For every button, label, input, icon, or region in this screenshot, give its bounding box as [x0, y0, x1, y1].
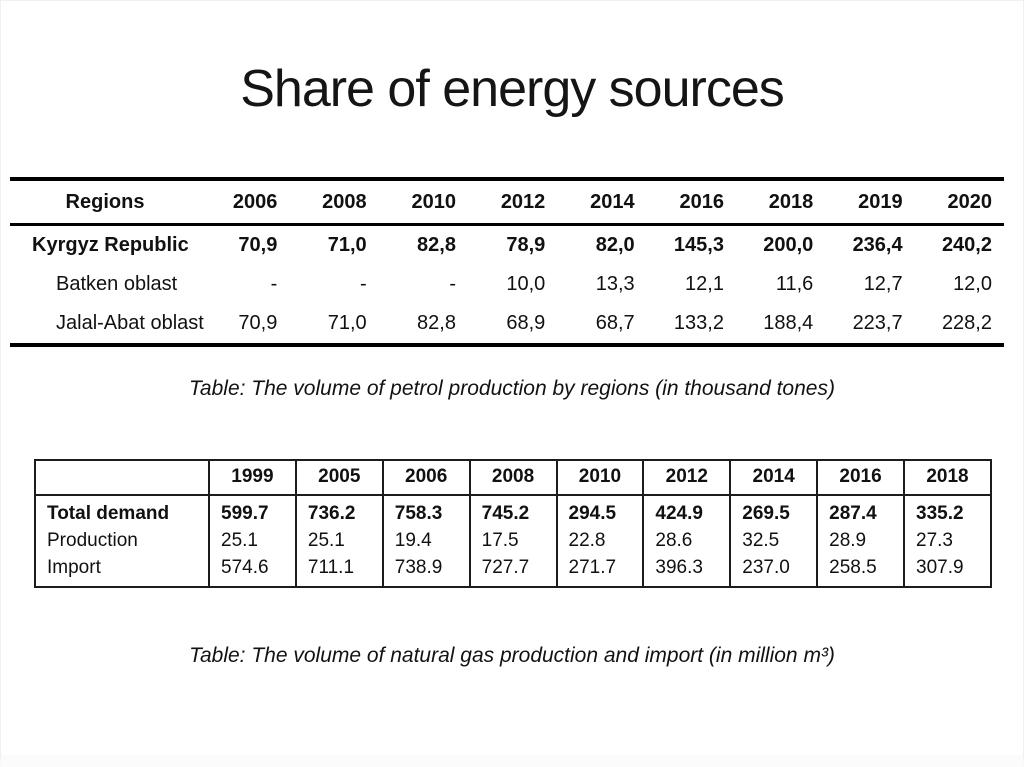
value-cell: 68,9: [506, 312, 546, 334]
natural-gas-table: 1999 2005 2006 2008 2010 2012 2014 2016 2018 Tot…: [34, 459, 992, 588]
table-row: Jalal-Abat oblast 70,9 71,0 82,8 68,9 68,7 133…: [10, 304, 1004, 345]
value-cell: 13,3: [595, 273, 635, 295]
table-row: Kyrgyz Republic 70,9 71,0 82,8 78,9 82,0 145,3…: [10, 225, 1004, 266]
value-cell: 22.8: [555, 527, 645, 554]
year-column-header: 2016: [679, 191, 724, 213]
header-row: 1999 2005 2006 2008 2010 2012 2014 2016 2018: [34, 459, 992, 496]
slide-title: Share of energy sources: [240, 60, 785, 118]
year-column-header: 2018: [903, 459, 992, 496]
value-cell: 28.9: [816, 527, 905, 554]
value-cell: 188,4: [763, 312, 814, 334]
value-cell: -: [449, 273, 456, 295]
value-cell: 145,3: [673, 234, 724, 256]
value-cell: 12,0: [953, 273, 992, 295]
value-cell: 12,7: [863, 273, 903, 295]
row-label: Batken oblast: [56, 273, 178, 295]
year-column-header: 2010: [555, 459, 645, 496]
value-cell: 27.3: [903, 527, 992, 554]
value-cell: 82,8: [417, 234, 456, 256]
value-cell: 711.1: [294, 554, 384, 587]
year-column-header: 2012: [500, 191, 546, 213]
table-row: Import 574.6 711.1 738.9 727.7 271.7 396.3 237.…: [34, 554, 992, 587]
row-label: Kyrgyz Republic: [32, 234, 189, 256]
gas-table-caption: Table: The volume of natural gas product…: [189, 644, 835, 667]
value-cell: 745.2: [468, 495, 558, 527]
value-cell: 307.9: [903, 554, 992, 587]
value-cell: 269.5: [729, 495, 819, 527]
value-cell: 335.2: [903, 495, 992, 527]
table-row: Batken oblast - - - 10,0 13,3 12,1 11,6 12,7 12,0: [10, 265, 1004, 304]
value-cell: 71,0: [327, 312, 367, 334]
year-column-header: 2010: [411, 191, 456, 213]
value-cell: 599.7: [208, 495, 297, 527]
value-cell: 32.5: [729, 527, 819, 554]
row-label: Import: [34, 554, 210, 587]
value-cell: 258.5: [816, 554, 905, 587]
value-cell: 82,8: [417, 312, 456, 334]
value-cell: 271.7: [555, 554, 645, 587]
value-cell: 736.2: [294, 495, 384, 527]
value-cell: 228,2: [941, 312, 992, 334]
value-cell: 19.4: [381, 527, 471, 554]
gas-table-header: 1999 2005 2006 2008 2010 2012 2014 2016 2018: [34, 459, 992, 496]
value-cell: 727.7: [468, 554, 558, 587]
year-column-header: 2014: [729, 459, 819, 496]
value-cell: 738.9: [381, 554, 471, 587]
value-cell: 25.1: [294, 527, 384, 554]
year-column-header: 2012: [642, 459, 732, 496]
value-cell: 17.5: [468, 527, 558, 554]
value-cell: 287.4: [816, 495, 905, 527]
year-column-header: 2020: [947, 191, 993, 213]
year-column-header: 2006: [232, 191, 278, 213]
year-column-header: 2006: [381, 459, 471, 496]
row-label: Production: [34, 527, 210, 554]
value-cell: 71,0: [327, 234, 367, 256]
year-column-header: 2008: [468, 459, 558, 496]
year-column-header: 2016: [816, 459, 905, 496]
row-label: Jalal-Abat oblast: [56, 312, 204, 334]
petrol-table-body: Kyrgyz Republic 70,9 71,0 82,8 78,9 82,0 145,3…: [10, 225, 1004, 346]
table-row: Production 25.1 25.1 19.4 17.5 22.8 28.6 32.5 28…: [34, 527, 992, 554]
value-cell: -: [270, 273, 278, 295]
value-cell: 240,2: [941, 234, 992, 256]
value-cell: 236,4: [852, 234, 903, 256]
gas-table-body: Total demand 599.7 736.2 758.3 745.2 294.5 424…: [34, 495, 992, 587]
value-cell: 11,6: [775, 273, 814, 295]
year-column-header: 2008: [322, 191, 367, 213]
value-cell: 70,9: [238, 312, 278, 334]
value-cell: 294.5: [555, 495, 645, 527]
year-column-header: 2014: [590, 191, 635, 213]
value-cell: -: [359, 273, 367, 295]
year-column-header: 2019: [858, 191, 903, 213]
value-cell: 237.0: [729, 554, 819, 587]
value-cell: 10,0: [506, 273, 546, 295]
value-cell: 12,1: [685, 273, 724, 295]
row-label-header: Regions: [65, 191, 145, 213]
value-cell: 25.1: [208, 527, 297, 554]
value-cell: 424.9: [642, 495, 732, 527]
value-cell: 200,0: [763, 234, 814, 256]
petrol-table-caption: Table: The volume of petrol production b…: [189, 377, 835, 400]
value-cell: 223,7: [852, 312, 903, 334]
year-column-header: 1999: [208, 459, 297, 496]
value-cell: 28.6: [642, 527, 732, 554]
value-cell: 133,2: [673, 312, 724, 334]
row-label-header: [34, 459, 210, 496]
value-cell: 70,9: [238, 234, 278, 256]
value-cell: 758.3: [381, 495, 471, 527]
petrol-table-header: Regions 2006 2008 2010 2012 2014 2016 2018 2019 2…: [10, 179, 1004, 225]
row-label: Total demand: [34, 495, 210, 527]
value-cell: 68,7: [595, 312, 635, 334]
petrol-production-table: Regions 2006 2008 2010 2012 2014 2016 2018 2019 2…: [10, 177, 1004, 347]
value-cell: 574.6: [208, 554, 297, 587]
year-column-header: 2018: [768, 191, 814, 213]
value-cell: 82,0: [595, 234, 635, 256]
header-row: Regions 2006 2008 2010 2012 2014 2016 2018 2019 2…: [10, 179, 1004, 225]
value-cell: 78,9: [506, 234, 546, 256]
value-cell: 396.3: [642, 554, 732, 587]
table-row: Total demand 599.7 736.2 758.3 745.2 294.5 424…: [34, 495, 992, 527]
year-column-header: 2005: [294, 459, 384, 496]
